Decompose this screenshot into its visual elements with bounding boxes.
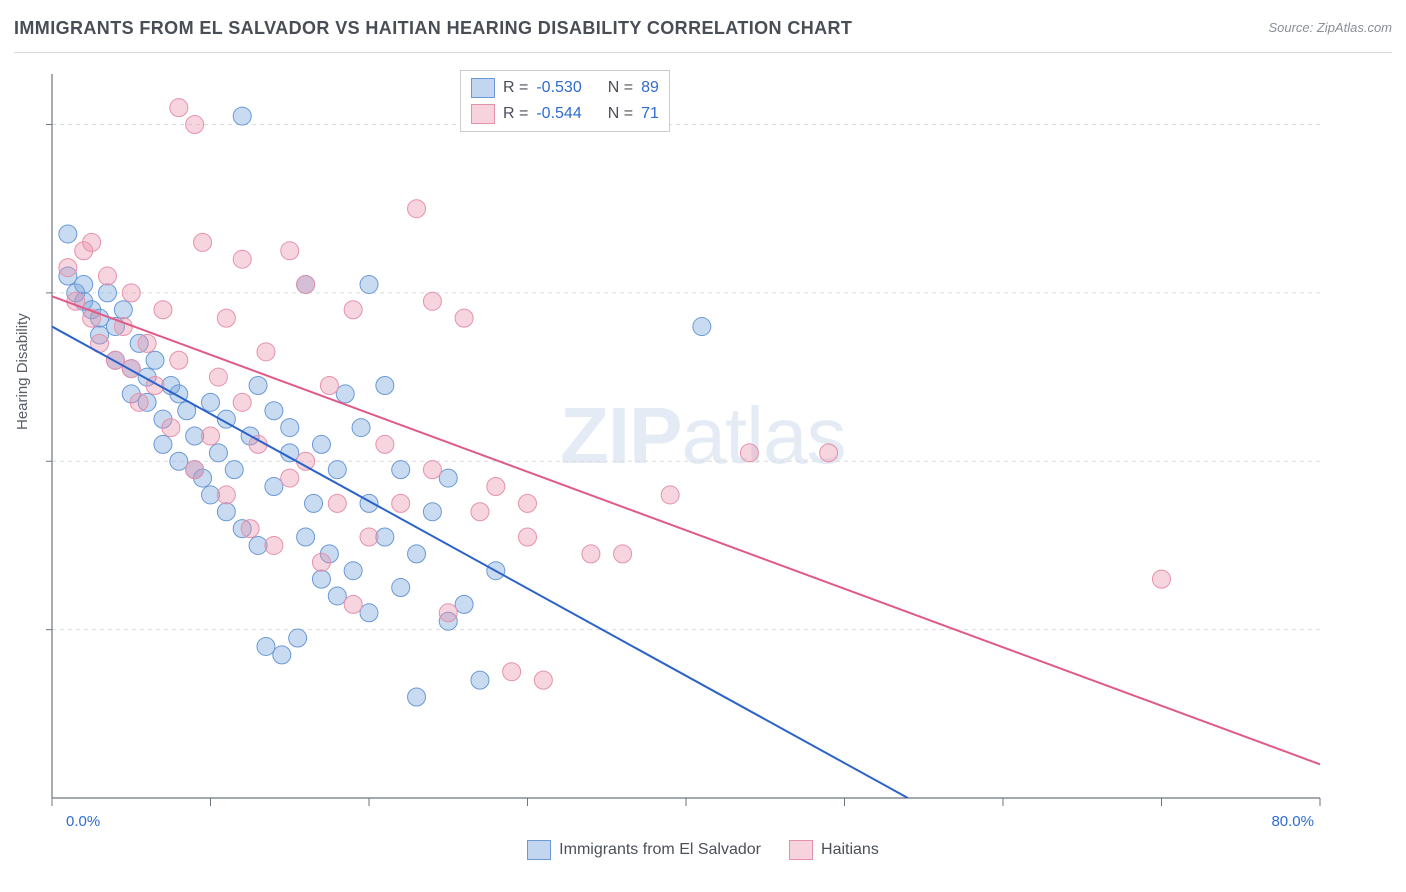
legend-swatch-blue-icon — [527, 840, 551, 860]
legend-label-blue: Immigrants from El Salvador — [559, 841, 761, 859]
legend-label-pink: Haitians — [821, 841, 879, 859]
swatch-blue-icon — [471, 78, 495, 98]
n-label: N = — [608, 101, 633, 127]
r-label: R = — [503, 75, 528, 101]
bottom-legend: Immigrants from El Salvador Haitians — [0, 840, 1406, 860]
swatch-pink-icon — [471, 104, 495, 124]
n-value-blue: 89 — [641, 75, 659, 101]
svg-text:80.0%: 80.0% — [1271, 813, 1314, 830]
svg-text:0.0%: 0.0% — [66, 813, 100, 830]
stats-row-pink: R = -0.544 N = 71 — [471, 101, 659, 127]
legend-swatch-pink-icon — [789, 840, 813, 860]
source-label: Source: ZipAtlas.com — [1268, 20, 1392, 35]
header: IMMIGRANTS FROM EL SALVADOR VS HAITIAN H… — [14, 18, 1392, 53]
n-value-pink: 71 — [641, 101, 659, 127]
legend-item-pink: Haitians — [789, 840, 879, 860]
r-label: R = — [503, 101, 528, 127]
legend-item-blue: Immigrants from El Salvador — [527, 840, 761, 860]
chart-title: IMMIGRANTS FROM EL SALVADOR VS HAITIAN H… — [14, 18, 852, 39]
stats-row-blue: R = -0.530 N = 89 — [471, 75, 659, 101]
r-value-blue: -0.530 — [536, 75, 581, 101]
scatter-plot: 0.0% 80.0% — [46, 68, 1378, 832]
y-axis-label: Hearing Disability — [14, 313, 31, 430]
stats-legend: R = -0.530 N = 89 R = -0.544 N = 71 — [460, 70, 670, 132]
n-label: N = — [608, 75, 633, 101]
r-value-pink: -0.544 — [536, 101, 581, 127]
chart-svg: 0.0% 80.0% — [46, 68, 1378, 832]
